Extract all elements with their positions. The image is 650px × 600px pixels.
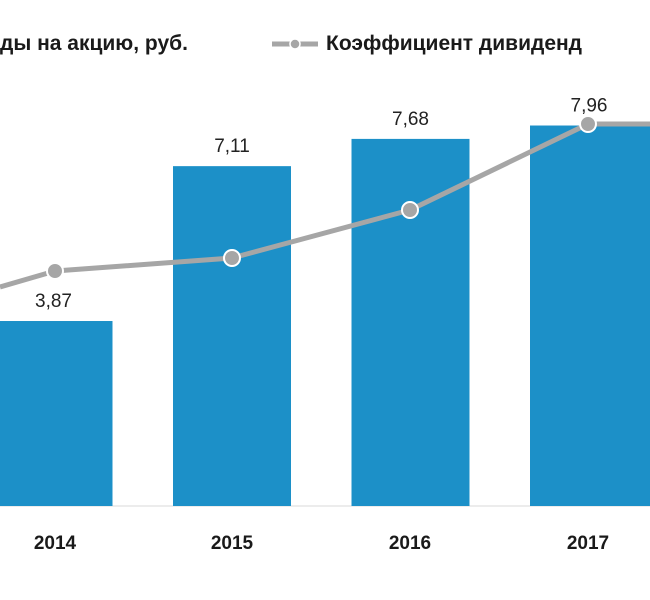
line-path — [0, 121, 650, 290]
legend-line-swatch — [272, 38, 318, 50]
bar-2016 — [351, 138, 470, 506]
x-tick-2017: 2017 — [567, 533, 609, 554]
x-tick-2015: 2015 — [211, 533, 254, 554]
bar-edge-right — [640, 123, 650, 506]
x-axis-ticks: 2014 2015 2016 2017 — [34, 533, 609, 554]
bar-series — [0, 123, 650, 507]
bar-label-2014: 3,87 — [35, 291, 72, 312]
line-series — [0, 115, 650, 290]
bar-label-2015: 7,11 — [214, 136, 250, 157]
bar-2014 — [0, 321, 113, 506]
line-point-2015 — [223, 249, 241, 267]
x-tick-2014: 2014 — [34, 533, 77, 554]
legend-bar-label: ды на акцию, руб. — [0, 32, 188, 55]
x-tick-2016: 2016 — [389, 533, 431, 554]
line-point-2017 — [579, 115, 597, 133]
line-point-2014 — [46, 262, 64, 280]
bar-label-2017: 7,96 — [571, 96, 608, 117]
bar-2017 — [530, 125, 648, 507]
line-point-2016 — [401, 201, 419, 219]
bar-data-labels: 3,87 7,11 7,68 7,96 — [35, 96, 607, 313]
bar-2015 — [173, 166, 291, 506]
legend: ды на акцию, руб. Коэффициент дивиденд — [0, 32, 582, 55]
bar-label-2016: 7,68 — [392, 109, 429, 130]
legend-line-label: Коэффициент дивиденд — [326, 32, 582, 55]
